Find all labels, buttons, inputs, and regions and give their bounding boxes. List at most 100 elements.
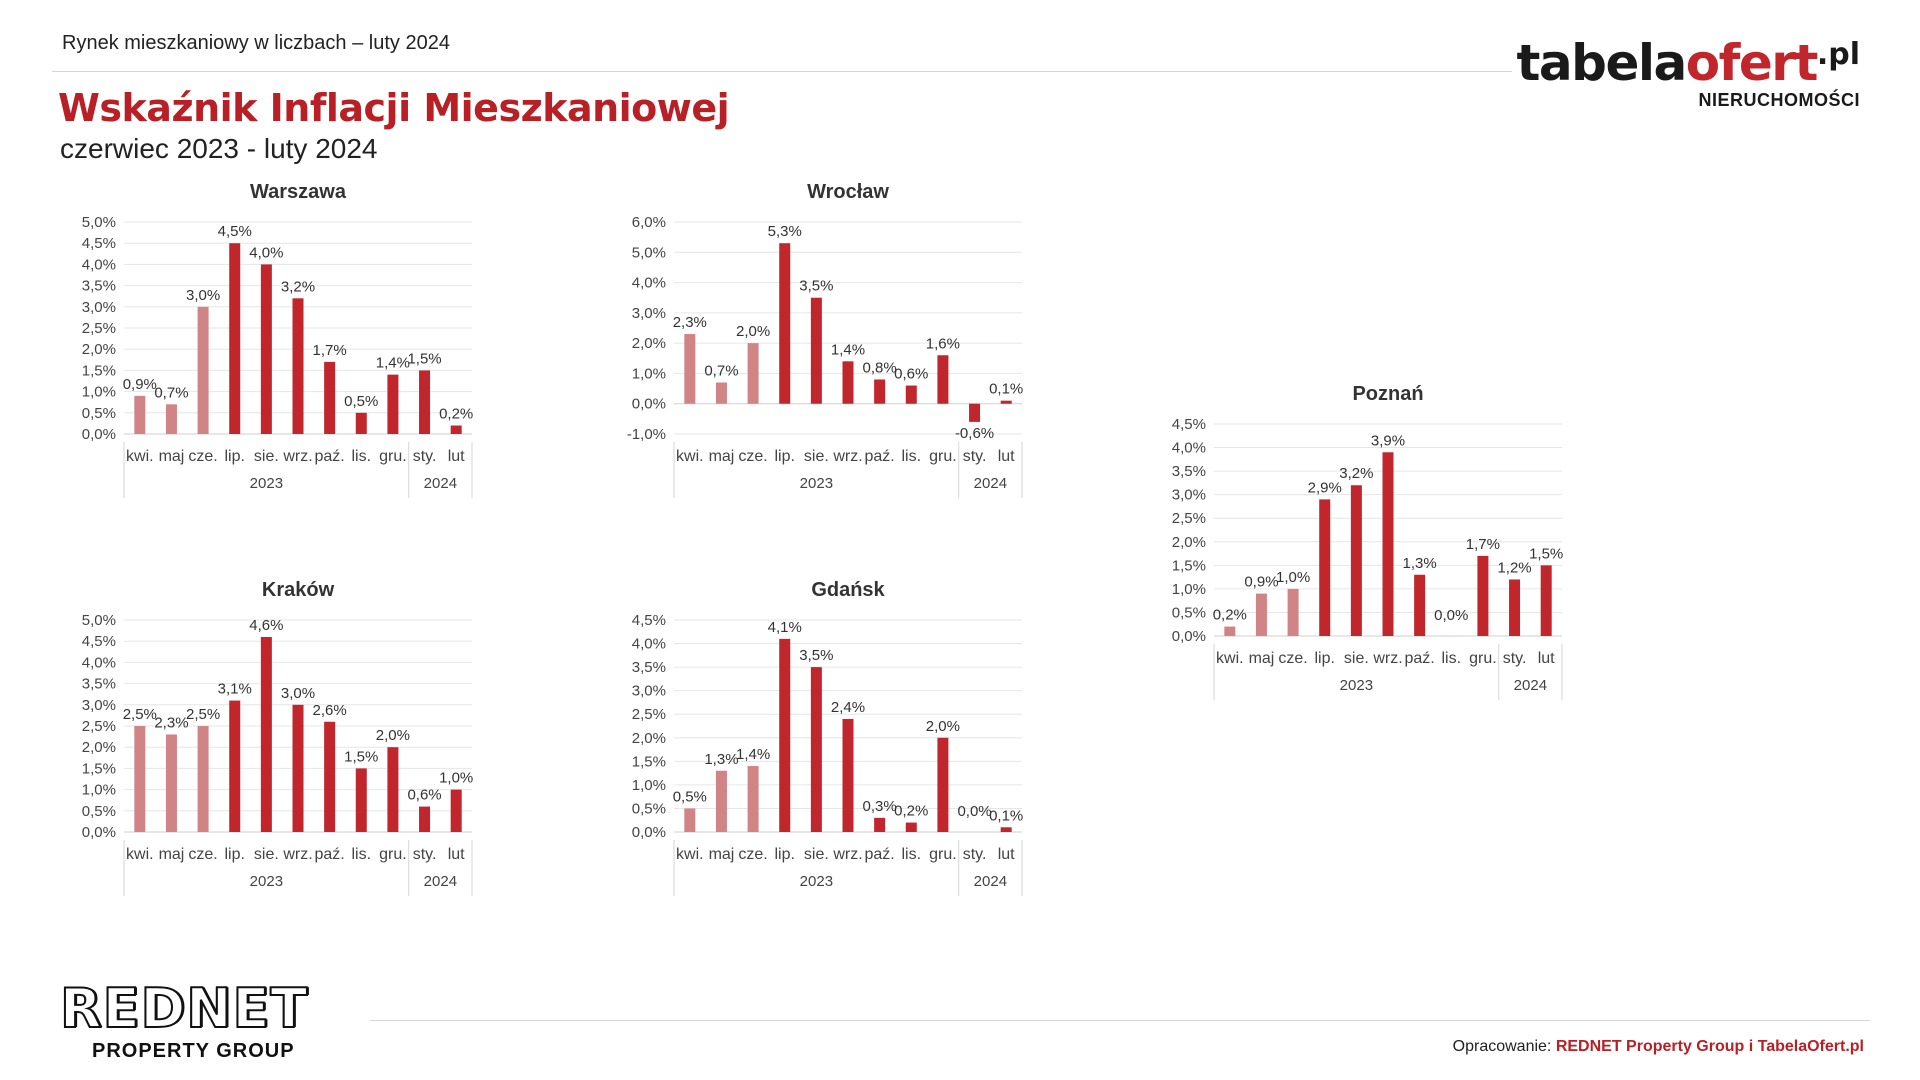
y-tick-label: 2,0% xyxy=(632,335,666,352)
bar xyxy=(937,355,949,404)
x-tick-label: lip. xyxy=(225,846,245,863)
chart-gdansk: Gdańsk 0,0% 0,5% 1,0% 1,5% 2,0% 2,5% 3,0% 3,5% 4,… xyxy=(632,579,1023,896)
data-label: 1,7% xyxy=(313,342,347,359)
data-label: 3,5% xyxy=(799,647,833,664)
bar xyxy=(292,298,304,434)
x-tick-label: sie. xyxy=(254,846,279,863)
x-tick-label: sty. xyxy=(413,448,437,465)
data-label: 0,6% xyxy=(894,366,928,383)
x-tick-label: cze. xyxy=(188,846,217,863)
data-label: 0,5% xyxy=(673,788,707,805)
chart-title: Warszawa xyxy=(250,181,347,203)
x-tick-label: cze. xyxy=(738,846,767,863)
y-tick-label: 1,0% xyxy=(632,777,666,794)
data-label: 2,9% xyxy=(1308,479,1342,496)
y-tick-label: 2,0% xyxy=(632,730,666,747)
year-group-label: 2023 xyxy=(800,475,833,492)
bar xyxy=(905,822,917,832)
bar xyxy=(1540,565,1552,636)
bar xyxy=(1414,574,1426,636)
y-tick-label: 1,0% xyxy=(82,782,116,799)
year-group-label: 2024 xyxy=(974,475,1007,492)
y-tick-label: 4,0% xyxy=(1172,440,1206,457)
x-tick-label: wrz. xyxy=(282,448,312,465)
bar xyxy=(229,700,241,832)
data-label: 1,0% xyxy=(1276,569,1310,586)
y-tick-label: 3,5% xyxy=(82,676,116,693)
y-tick-label: 1,5% xyxy=(82,760,116,777)
x-tick-label: lis. xyxy=(901,846,921,863)
bar xyxy=(747,343,759,404)
x-tick-label: gru. xyxy=(379,846,407,863)
bar xyxy=(1287,588,1299,636)
x-tick-label: cze. xyxy=(1278,650,1307,667)
x-tick-label: sie. xyxy=(1344,650,1369,667)
x-tick-label: lip. xyxy=(775,846,795,863)
logo-part2: ofert xyxy=(1685,34,1819,92)
data-label: 4,0% xyxy=(249,244,283,261)
x-tick-label: maj xyxy=(159,448,185,465)
y-tick-label: 0,0% xyxy=(632,824,666,841)
bar xyxy=(842,361,854,404)
data-label: 0,3% xyxy=(863,798,897,815)
x-tick-label: paź. xyxy=(315,448,345,465)
bar xyxy=(419,806,431,832)
y-tick-label: 2,5% xyxy=(82,320,116,337)
y-tick-label: 0,0% xyxy=(1172,628,1206,645)
x-tick-label: sty. xyxy=(963,846,987,863)
y-tick-label: 3,0% xyxy=(82,697,116,714)
bar xyxy=(355,768,367,832)
x-tick-label: lis. xyxy=(351,448,371,465)
x-tick-label: cze. xyxy=(738,448,767,465)
bottom-divider xyxy=(370,1020,1870,1021)
y-tick-label: 0,5% xyxy=(82,405,116,422)
chart-warszawa: Warszawa 0,0% 0,5% 1,0% 1,5% 2,0% 2,5% 3,0% 3,5%… xyxy=(82,181,473,498)
y-tick-label: 5,0% xyxy=(82,612,116,629)
x-tick-label: sie. xyxy=(254,448,279,465)
x-tick-label: wrz. xyxy=(1372,650,1402,667)
x-tick-label: lis. xyxy=(351,846,371,863)
x-tick-label: maj xyxy=(709,448,735,465)
year-group-label: 2023 xyxy=(800,873,833,890)
y-tick-label: 2,0% xyxy=(82,341,116,358)
x-tick-label: kwi. xyxy=(126,448,154,465)
x-tick-label: gru. xyxy=(929,448,957,465)
data-label: 1,4% xyxy=(376,355,410,372)
chart-krakow: Kraków 0,0% 0,5% 1,0% 1,5% 2,0% 2,5% 3,0% 3,5% 4,… xyxy=(82,579,473,896)
data-label: 1,4% xyxy=(736,746,770,763)
chart-wroclaw: Wrocław -1,0% 0,0% 1,0% 2,0% 3,0% 4,0% 5,0% 6,0%… xyxy=(627,181,1023,498)
data-label: 2,3% xyxy=(673,314,707,331)
y-tick-label: 4,0% xyxy=(632,636,666,653)
data-label: 1,4% xyxy=(831,341,865,358)
y-tick-label: 4,5% xyxy=(632,612,666,629)
bar xyxy=(450,789,462,832)
x-tick-label: gru. xyxy=(929,846,957,863)
x-tick-label: kwi. xyxy=(676,448,704,465)
y-tick-label: 0,5% xyxy=(1172,604,1206,621)
x-tick-label: paź. xyxy=(315,846,345,863)
x-tick-label: wrz. xyxy=(832,846,862,863)
bar xyxy=(810,667,822,832)
bar xyxy=(1255,593,1267,636)
y-tick-label: 1,5% xyxy=(1172,557,1206,574)
bar xyxy=(874,817,886,832)
year-group-label: 2024 xyxy=(1514,677,1547,694)
bar xyxy=(842,718,854,832)
x-tick-label: maj xyxy=(159,846,185,863)
chart-title: Kraków xyxy=(262,579,335,601)
tabelaofert-logo-name: tabelaofert.pl xyxy=(1517,38,1860,88)
bar xyxy=(165,404,177,434)
data-label: 1,0% xyxy=(439,770,473,787)
bar xyxy=(1319,499,1331,636)
y-tick-label: 2,5% xyxy=(632,706,666,723)
y-tick-label: 4,0% xyxy=(82,654,116,671)
bar xyxy=(779,243,791,404)
y-tick-label: 1,5% xyxy=(82,362,116,379)
y-tick-label: -1,0% xyxy=(627,426,666,443)
data-label: 4,5% xyxy=(218,223,252,240)
bar xyxy=(1509,579,1521,636)
rednet-logo-name: REDNET xyxy=(59,977,309,1040)
x-tick-label: lip. xyxy=(775,448,795,465)
y-tick-label: 4,0% xyxy=(82,256,116,273)
x-tick-label: wrz. xyxy=(282,846,312,863)
